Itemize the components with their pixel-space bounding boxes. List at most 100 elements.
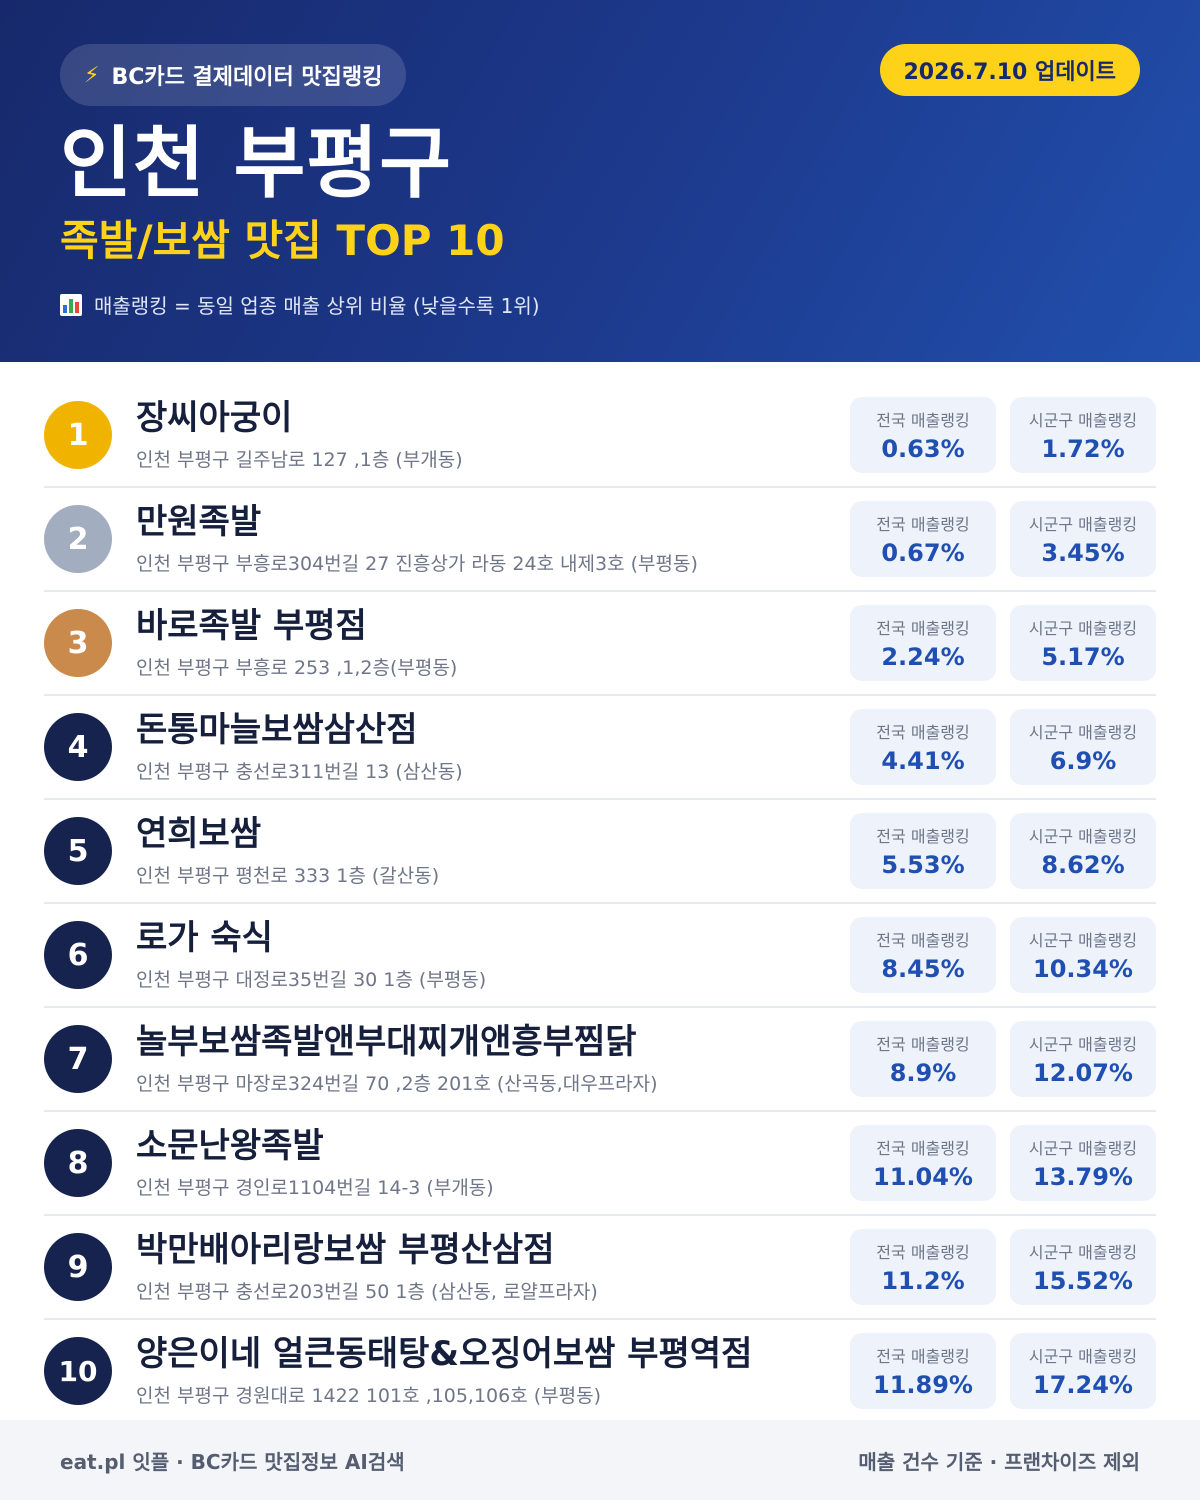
restaurant-row[interactable]: 8 소문난왕족발 인천 부평구 경인로1104번길 14-3 (부개동) 전국 매출랭… <box>44 1112 1156 1216</box>
national-ranking-value: 0.63% <box>881 435 965 463</box>
district-ranking-value: 13.79% <box>1033 1163 1133 1191</box>
national-ranking-value: 11.89% <box>873 1371 973 1399</box>
national-ranking-box: 전국 매출랭킹 11.89% <box>850 1333 996 1409</box>
restaurant-info: 놀부보쌈족발앤부대찌개앤흥부찜닭 인천 부평구 마장로324번길 70 ,2층 2… <box>136 1022 850 1096</box>
restaurant-address: 인천 부평구 부흥로304번길 27 진흥상가 라동 24호 내제3호 (부평동… <box>136 552 698 575</box>
district-ranking-value: 17.24% <box>1033 1371 1133 1399</box>
national-ranking-label: 전국 매출랭킹 <box>876 723 970 742</box>
restaurant-name[interactable]: 놀부보쌈족발앤부대찌개앤흥부찜닭 <box>136 1022 637 1063</box>
restaurant-row[interactable]: 10 양은이네 얼큰동태탕&오징어보쌈 부평역점 인천 부평구 경원대로 1422 … <box>44 1320 1156 1424</box>
national-ranking-box: 전국 매출랭킹 11.04% <box>850 1125 996 1201</box>
district-ranking-value: 15.52% <box>1033 1267 1133 1295</box>
district-ranking-label: 시군구 매출랭킹 <box>1028 1035 1138 1054</box>
district-ranking-label: 시군구 매출랭킹 <box>1028 619 1138 638</box>
restaurant-name[interactable]: 바로족발 부평점 <box>136 606 367 647</box>
brand-pill: ⚡ BC카드 결제데이터 맛집랭킹 <box>60 44 407 106</box>
rank-badge: 3 <box>44 609 112 677</box>
district-ranking-value: 6.9% <box>1049 747 1117 775</box>
restaurant-address: 인천 부평구 경원대로 1422 101호 ,105,106호 (부평동) <box>136 1384 602 1407</box>
ranking-stats: 전국 매출랭킹 0.63% 시군구 매출랭킹 1.72% <box>850 397 1156 473</box>
footer: eat.pl 잇플 · BC카드 맛집정보 AI검색 매출 건수 기준 · 프랜… <box>0 1420 1200 1500</box>
category-title: 족발/보쌈 맛집 TOP 10 <box>60 215 505 265</box>
restaurant-name[interactable]: 만원족발 <box>136 502 262 543</box>
district-ranking-label: 시군구 매출랭킹 <box>1028 1347 1138 1366</box>
district-ranking-value: 8.62% <box>1041 851 1125 879</box>
district-ranking-box: 시군구 매출랭킹 3.45% <box>1010 501 1156 577</box>
restaurant-address: 인천 부평구 경인로1104번길 14-3 (부개동) <box>136 1176 494 1199</box>
district-ranking-label: 시군구 매출랭킹 <box>1028 1243 1138 1262</box>
district-ranking-box: 시군구 매출랭킹 10.34% <box>1010 917 1156 993</box>
ranking-stats: 전국 매출랭킹 2.24% 시군구 매출랭킹 5.17% <box>850 605 1156 681</box>
district-ranking-value: 1.72% <box>1041 435 1125 463</box>
restaurant-address: 인천 부평구 길주남로 127 ,1층 (부개동) <box>136 448 463 471</box>
national-ranking-value: 11.2% <box>881 1267 965 1295</box>
rank-badge: 5 <box>44 817 112 885</box>
restaurant-row[interactable]: 5 연희보쌈 인천 부평구 평천로 333 1층 (갈산동) 전국 매출랭킹 5.53%… <box>44 800 1156 904</box>
rank-badge: 8 <box>44 1129 112 1197</box>
district-ranking-label: 시군구 매출랭킹 <box>1028 931 1138 950</box>
rank-badge: 9 <box>44 1233 112 1301</box>
lightning-icon: ⚡ <box>84 62 100 88</box>
rank-note: 매출랭킹 = 동일 업종 매출 상위 비율 (낮을수록 1위) <box>60 290 1140 319</box>
restaurant-row[interactable]: 7 놀부보쌈족발앤부대찌개앤흥부찜닭 인천 부평구 마장로324번길 70 ,2층 … <box>44 1008 1156 1112</box>
restaurant-address: 인천 부평구 충선로311번길 13 (삼산동) <box>136 760 463 783</box>
restaurant-name[interactable]: 소문난왕족발 <box>136 1126 324 1167</box>
rank-badge: 4 <box>44 713 112 781</box>
district-ranking-box: 시군구 매출랭킹 6.9% <box>1010 709 1156 785</box>
national-ranking-value: 8.9% <box>889 1059 957 1087</box>
restaurant-name[interactable]: 양은이네 얼큰동태탕&오징어보쌈 부평역점 <box>136 1334 753 1375</box>
restaurant-info: 로가 숙식 인천 부평구 대정로35번길 30 1층 (부평동) <box>136 918 850 992</box>
district-ranking-label: 시군구 매출랭킹 <box>1028 723 1138 742</box>
national-ranking-value: 4.41% <box>881 747 965 775</box>
national-ranking-label: 전국 매출랭킹 <box>876 515 970 534</box>
rank-badge: 2 <box>44 505 112 573</box>
restaurant-name[interactable]: 돈통마늘보쌈삼산점 <box>136 710 418 751</box>
district-ranking-value: 10.34% <box>1033 955 1133 983</box>
restaurant-name[interactable]: 박만배아리랑보쌈 부평산삼점 <box>136 1230 555 1271</box>
national-ranking-box: 전국 매출랭킹 4.41% <box>850 709 996 785</box>
restaurant-row[interactable]: 4 돈통마늘보쌈삼산점 인천 부평구 충선로311번길 13 (삼산동) 전국 매출랭… <box>44 696 1156 800</box>
national-ranking-label: 전국 매출랭킹 <box>876 1139 970 1158</box>
district-ranking-box: 시군구 매출랭킹 12.07% <box>1010 1021 1156 1097</box>
district-ranking-box: 시군구 매출랭킹 15.52% <box>1010 1229 1156 1305</box>
restaurant-address: 인천 부평구 부흥로 253 ,1,2층(부평동) <box>136 656 458 679</box>
national-ranking-value: 2.24% <box>881 643 965 671</box>
ranking-stats: 전국 매출랭킹 5.53% 시군구 매출랭킹 8.62% <box>850 813 1156 889</box>
district-ranking-box: 시군구 매출랭킹 5.17% <box>1010 605 1156 681</box>
national-ranking-label: 전국 매출랭킹 <box>876 619 970 638</box>
header: ⚡ BC카드 결제데이터 맛집랭킹 2026.7.10 업데이트 인천 부평구 … <box>0 0 1200 362</box>
national-ranking-value: 5.53% <box>881 851 965 879</box>
rank-badge: 1 <box>44 401 112 469</box>
national-ranking-box: 전국 매출랭킹 5.53% <box>850 813 996 889</box>
restaurant-name[interactable]: 장씨아궁이 <box>136 398 293 439</box>
district-ranking-label: 시군구 매출랭킹 <box>1028 411 1138 430</box>
national-ranking-box: 전국 매출랭킹 11.2% <box>850 1229 996 1305</box>
restaurant-name[interactable]: 로가 숙식 <box>136 918 273 959</box>
restaurant-row[interactable]: 3 바로족발 부평점 인천 부평구 부흥로 253 ,1,2층(부평동) 전국 매출랭… <box>44 592 1156 696</box>
update-badge: 2026.7.10 업데이트 <box>879 44 1140 96</box>
national-ranking-box: 전국 매출랭킹 2.24% <box>850 605 996 681</box>
national-ranking-value: 8.45% <box>881 955 965 983</box>
restaurant-name[interactable]: 연희보쌈 <box>136 814 262 855</box>
restaurant-row[interactable]: 6 로가 숙식 인천 부평구 대정로35번길 30 1층 (부평동) 전국 매출랭킹 8… <box>44 904 1156 1008</box>
district-ranking-label: 시군구 매출랭킹 <box>1028 1139 1138 1158</box>
district-ranking-box: 시군구 매출랭킹 13.79% <box>1010 1125 1156 1201</box>
national-ranking-label: 전국 매출랭킹 <box>876 931 970 950</box>
national-ranking-value: 0.67% <box>881 539 965 567</box>
restaurant-info: 연희보쌈 인천 부평구 평천로 333 1층 (갈산동) <box>136 814 850 888</box>
district-ranking-value: 12.07% <box>1033 1059 1133 1087</box>
district-ranking-label: 시군구 매출랭킹 <box>1028 515 1138 534</box>
ranking-stats: 전국 매출랭킹 11.89% 시군구 매출랭킹 17.24% <box>850 1333 1156 1409</box>
national-ranking-label: 전국 매출랭킹 <box>876 411 970 430</box>
restaurant-address: 인천 부평구 충선로203번길 50 1층 (삼산동, 로얄프라자) <box>136 1280 598 1303</box>
bar-chart-icon <box>60 293 82 316</box>
national-ranking-box: 전국 매출랭킹 0.63% <box>850 397 996 473</box>
